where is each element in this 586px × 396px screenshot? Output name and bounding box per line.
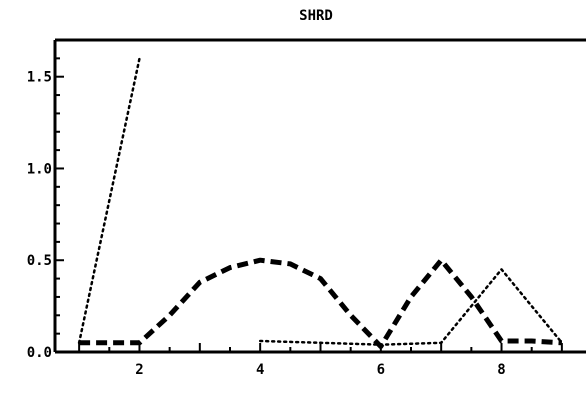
series-line-1 <box>79 257 563 349</box>
y-tick-label: 0.0 <box>27 345 52 361</box>
x-tick-label: 4 <box>256 362 264 378</box>
x-tick-label: 6 <box>377 362 385 378</box>
x-tick-label: 8 <box>497 362 505 378</box>
chart-title: SHRD <box>299 8 333 24</box>
y-tick-label: 0.5 <box>27 253 52 269</box>
y-tick-label: 1.5 <box>27 70 52 86</box>
x-tick-label: 2 <box>135 362 143 378</box>
series-line-3 <box>258 268 564 346</box>
series-line-2 <box>77 57 141 345</box>
y-tick-label: 1.0 <box>27 161 52 177</box>
